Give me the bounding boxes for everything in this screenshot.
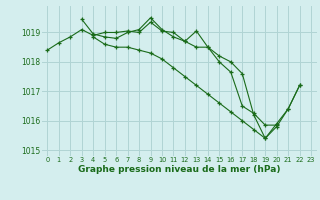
X-axis label: Graphe pression niveau de la mer (hPa): Graphe pression niveau de la mer (hPa)	[78, 165, 280, 174]
